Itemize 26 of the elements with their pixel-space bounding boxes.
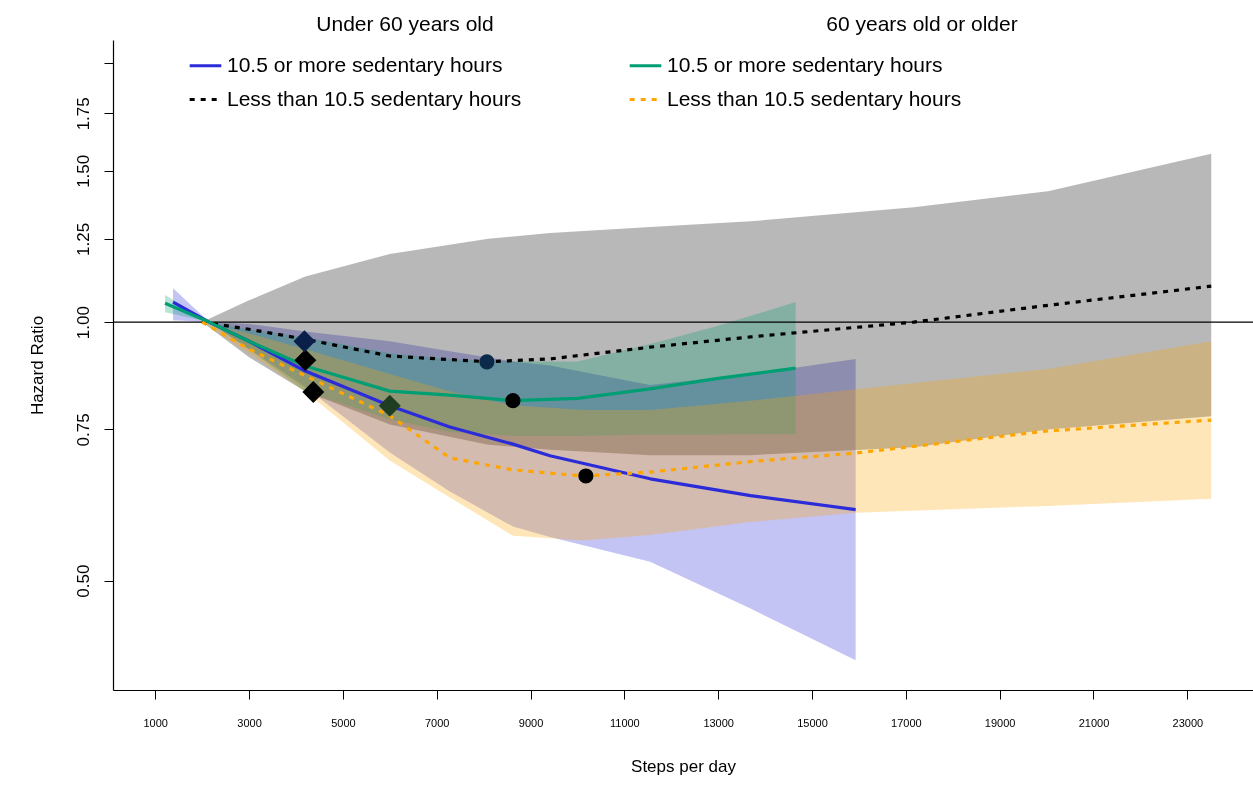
- y-tick-label: 1.50: [73, 154, 93, 188]
- y-tick-label: 1.25: [73, 222, 93, 256]
- y-axis-title: Hazard Ratio: [27, 315, 47, 416]
- x-tick-label: 23000: [1172, 716, 1204, 729]
- y-tick-label: 0.75: [73, 413, 93, 447]
- x-tick-label: 17000: [891, 716, 922, 729]
- x-tick-label: 21000: [1078, 716, 1110, 729]
- text: Under 60 years old: [316, 12, 494, 35]
- x-tick-label: 9000: [518, 716, 544, 729]
- x-tick-label: 3000: [237, 716, 262, 729]
- x-tick-label: 7000: [424, 716, 450, 729]
- x-tick-label: 15000: [797, 716, 828, 729]
- y-tick-label: 1.75: [73, 97, 93, 131]
- x-tick-label: 5000: [331, 716, 356, 729]
- legend-label: 10.5 or more sedentary hours: [667, 52, 943, 76]
- legend-label: Less than 10.5 sedentary hours: [227, 86, 522, 110]
- y-tick-label: 0.50: [73, 564, 93, 598]
- legend-label: Less than 10.5 sedentary hours: [667, 86, 962, 110]
- legend-label: 10.5 or more sedentary hours: [227, 52, 503, 76]
- y-tick-label: 1.00: [73, 306, 93, 340]
- x-tick-label: 19000: [984, 716, 1016, 729]
- x-tick-label: 11000: [609, 716, 640, 729]
- text: 60 years old or older: [826, 12, 1018, 35]
- x-tick-label: 13000: [703, 716, 734, 729]
- x-axis-title: Steps per day: [631, 756, 737, 776]
- x-tick-label: 1000: [143, 716, 168, 729]
